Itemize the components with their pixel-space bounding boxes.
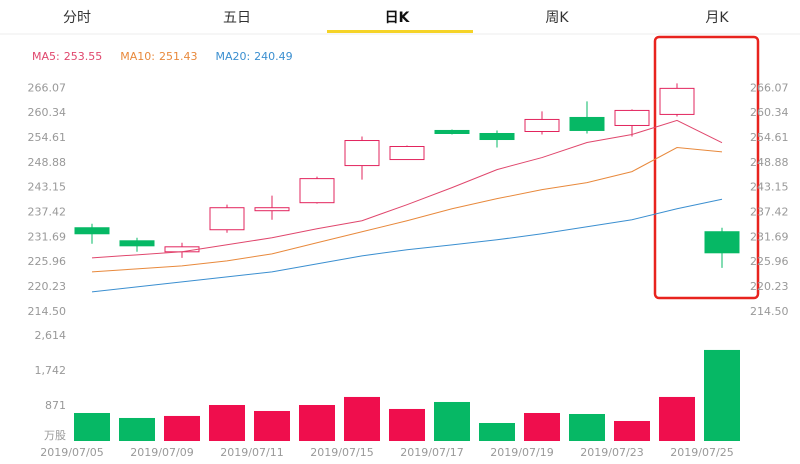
- candle-body: [254, 207, 290, 212]
- x-tick-label: 2019/07/23: [580, 446, 643, 459]
- y-tick-label-right: 248.88: [750, 156, 789, 169]
- candle-body: [569, 116, 605, 131]
- tab[interactable]: 五日: [223, 10, 251, 26]
- candle-body: [164, 246, 200, 253]
- legend-name: MA10:: [120, 50, 155, 63]
- volume-bar: [209, 404, 245, 441]
- y-tick-label-right: 225.96: [750, 255, 789, 268]
- tab[interactable]: 分时: [63, 10, 91, 26]
- candle-body: [524, 118, 560, 133]
- candle-body: [434, 129, 470, 134]
- candle-body: [74, 227, 110, 235]
- volume-bar: [299, 404, 335, 441]
- volume-bar: [74, 412, 110, 441]
- candle-body: [659, 87, 695, 115]
- y-tick-label-right: 237.42: [750, 206, 789, 219]
- y-tick-label: 243.15: [28, 181, 67, 194]
- y-tick-label-right: 214.50: [750, 305, 789, 318]
- x-tick-label: 2019/07/17: [400, 446, 463, 459]
- volume-bar: [479, 422, 515, 441]
- x-tick-label: 2019/07/05: [40, 446, 103, 459]
- legend-name: MA20:: [215, 50, 250, 63]
- legend-entry: MA5: 253.55: [32, 50, 102, 63]
- x-tick-label: 2019/07/25: [670, 446, 733, 459]
- candle-body: [389, 146, 425, 161]
- candle-body: [299, 178, 335, 204]
- y-tick-label-right: 260.34: [750, 106, 789, 119]
- y-tick-label-right: 266.07: [750, 81, 789, 94]
- volume-bar: [119, 417, 155, 441]
- ma-line: [91, 147, 723, 273]
- volume-bar: [524, 412, 560, 441]
- y-tick-label: 225.96: [28, 255, 67, 268]
- tab[interactable]: 日K: [385, 10, 411, 26]
- y-tick-label: 254.61: [28, 131, 67, 144]
- y-tick-label-right: 231.69: [750, 230, 789, 243]
- candle-body: [209, 207, 245, 231]
- volume-unit: 万股: [44, 429, 66, 442]
- legend-entry: MA20: 240.49: [215, 50, 292, 63]
- y-tick-label: 231.69: [28, 230, 67, 243]
- y-tick-label: 260.34: [28, 106, 67, 119]
- y-tick-label-right: 243.15: [750, 181, 789, 194]
- tab[interactable]: 周K: [545, 10, 569, 26]
- volume-tick-label: 1,742: [35, 364, 67, 377]
- y-tick-label: 237.42: [28, 206, 67, 219]
- volume-bar: [434, 401, 470, 441]
- highlight-box: [653, 35, 760, 300]
- candle-body: [479, 132, 515, 141]
- ma-line: [91, 119, 723, 259]
- volume-tick-label: 871: [45, 399, 66, 412]
- tab-underline: [327, 30, 473, 33]
- x-tick-label: 2019/07/15: [310, 446, 373, 459]
- y-tick-label: 220.23: [28, 280, 67, 293]
- candle-body: [344, 140, 380, 167]
- legend-entry: MA10: 251.43: [120, 50, 197, 63]
- legend-value: 240.49: [254, 50, 293, 63]
- volume-bar: [389, 408, 425, 441]
- y-tick-label: 214.50: [28, 305, 67, 318]
- x-tick-label: 2019/07/11: [220, 446, 283, 459]
- x-tick-label: 2019/07/09: [130, 446, 193, 459]
- volume-bar: [254, 410, 290, 441]
- legend-value: 251.43: [159, 50, 198, 63]
- legend-name: MA5:: [32, 50, 60, 63]
- y-tick-label: 248.88: [28, 156, 67, 169]
- tab[interactable]: 月K: [705, 10, 729, 26]
- candle-body: [119, 240, 155, 247]
- legend-value: 253.55: [64, 50, 103, 63]
- y-tick-label-right: 254.61: [750, 131, 789, 144]
- volume-bar: [164, 415, 200, 441]
- volume-bar: [614, 420, 650, 441]
- volume-bar: [659, 396, 695, 441]
- y-tick-label-right: 220.23: [750, 280, 789, 293]
- candle-body: [704, 231, 740, 254]
- x-tick-label: 2019/07/19: [490, 446, 553, 459]
- y-tick-label: 266.07: [28, 81, 67, 94]
- candle-body: [614, 109, 650, 126]
- volume-bar: [569, 413, 605, 441]
- volume-bar: [344, 396, 380, 441]
- volume-tick-label: 2,614: [35, 329, 67, 342]
- volume-bar: [704, 349, 740, 441]
- ma-line: [91, 198, 723, 293]
